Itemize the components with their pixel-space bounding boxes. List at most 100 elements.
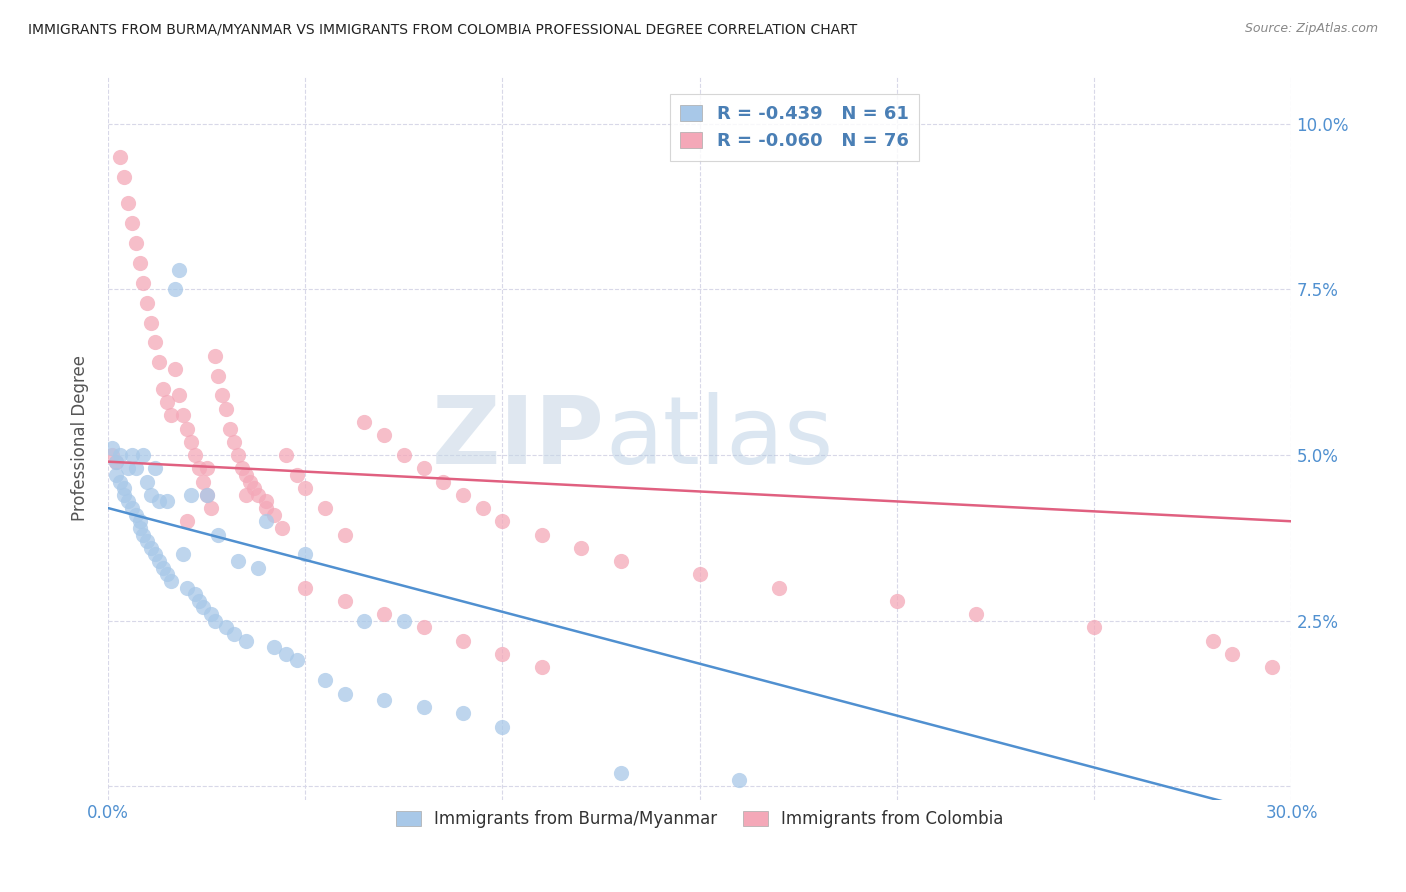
Point (104, 455, 127, 469)
Point (207, 368, 229, 383)
Point (121, 448, 143, 462)
Point (530, 527, 553, 541)
Point (451, 706, 474, 721)
Point (160, 409, 183, 423)
Point (167, 388, 190, 402)
Point (176, 581, 198, 595)
Point (101, 448, 124, 462)
Point (112, 488, 135, 502)
Point (412, 461, 434, 475)
Point (471, 501, 494, 516)
Point (191, 475, 214, 489)
Point (412, 620, 434, 634)
Point (246, 560, 269, 574)
Point (184, 587, 207, 601)
Point (132, 276, 155, 290)
Point (1201, 633, 1223, 648)
Point (148, 355, 170, 369)
Point (270, 521, 292, 535)
Point (184, 448, 207, 462)
Point (530, 660, 553, 674)
Point (491, 647, 513, 661)
Point (412, 699, 434, 714)
Point (143, 548, 166, 562)
Point (246, 488, 269, 502)
Point (235, 488, 257, 502)
Point (392, 614, 415, 628)
Point (610, 766, 633, 780)
Point (141, 541, 163, 555)
Point (128, 514, 150, 528)
Point (187, 461, 209, 475)
Point (132, 448, 155, 462)
Point (180, 434, 202, 449)
Point (165, 282, 187, 296)
Point (124, 461, 146, 475)
Point (886, 594, 908, 608)
Point (108, 448, 131, 462)
Point (117, 494, 139, 508)
Point (156, 494, 179, 508)
Point (432, 475, 454, 489)
Point (121, 216, 143, 230)
Point (180, 488, 202, 502)
Point (215, 620, 238, 634)
Point (219, 421, 242, 435)
Point (243, 481, 266, 495)
Point (1083, 620, 1105, 634)
Point (226, 448, 249, 462)
Point (728, 772, 751, 787)
Point (136, 534, 159, 549)
Point (314, 673, 336, 688)
Point (373, 428, 395, 442)
Point (101, 442, 124, 456)
Point (373, 693, 395, 707)
Point (104, 455, 127, 469)
Point (108, 150, 131, 164)
Point (373, 607, 395, 621)
Point (121, 501, 143, 516)
Point (235, 633, 257, 648)
Point (195, 461, 218, 475)
Point (148, 554, 170, 568)
Point (136, 475, 159, 489)
Point (141, 488, 163, 502)
Point (152, 382, 174, 396)
Point (491, 720, 513, 734)
Point (156, 567, 179, 582)
Point (204, 614, 226, 628)
Point (187, 594, 209, 608)
Point (392, 448, 415, 462)
Point (112, 481, 135, 495)
Point (1220, 647, 1243, 661)
Point (143, 461, 166, 475)
Point (112, 169, 135, 184)
Point (117, 196, 139, 211)
Point (204, 349, 226, 363)
Point (239, 475, 262, 489)
Point (176, 514, 198, 528)
Point (294, 481, 316, 495)
Point (108, 475, 131, 489)
Text: ZIP: ZIP (432, 392, 605, 484)
Point (156, 395, 179, 409)
Point (1261, 660, 1284, 674)
Text: Source: ZipAtlas.com: Source: ZipAtlas.com (1244, 22, 1378, 36)
Point (263, 508, 285, 522)
Point (195, 488, 218, 502)
Point (451, 488, 474, 502)
Point (226, 554, 249, 568)
Point (569, 541, 592, 555)
Point (254, 494, 277, 508)
Point (314, 501, 336, 516)
Point (152, 560, 174, 574)
Point (215, 401, 238, 416)
Point (124, 508, 146, 522)
Point (172, 409, 194, 423)
Point (143, 335, 166, 350)
Point (285, 467, 308, 482)
Point (117, 461, 139, 475)
Point (200, 501, 222, 516)
Point (195, 488, 218, 502)
Point (224, 627, 246, 641)
